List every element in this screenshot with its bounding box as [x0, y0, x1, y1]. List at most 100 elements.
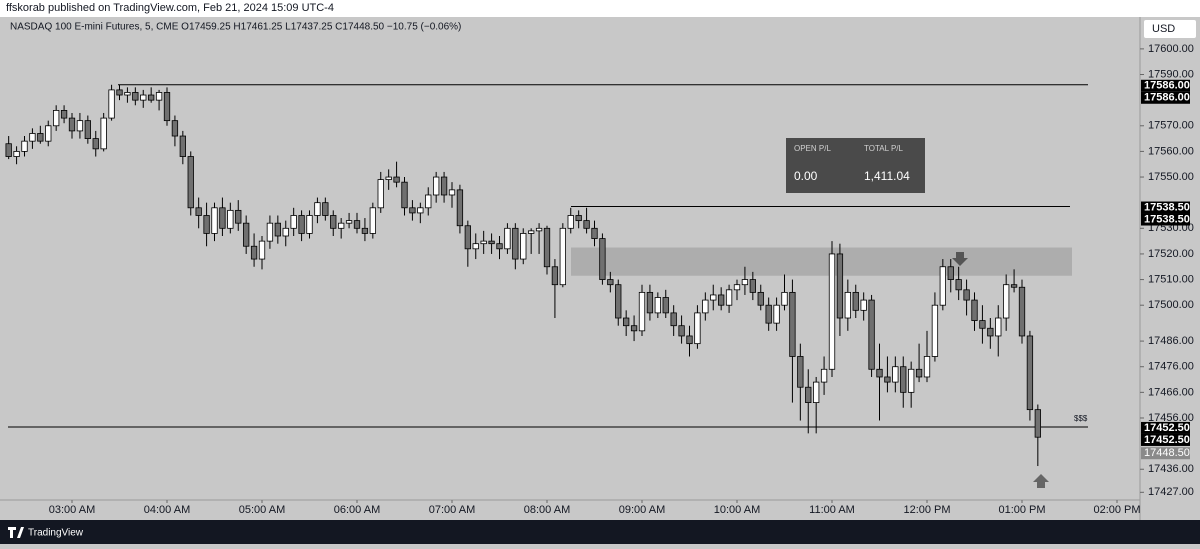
currency: USD	[1152, 23, 1175, 35]
candle-body	[686, 335, 693, 345]
candle-body	[1003, 284, 1010, 319]
candle-body	[124, 92, 131, 96]
candle-body	[258, 240, 266, 260]
candle-body	[148, 94, 155, 101]
candle-body	[187, 156, 194, 209]
candle-body	[528, 230, 535, 234]
candle-body	[219, 207, 226, 229]
pl-box	[786, 138, 925, 193]
candle-body	[211, 207, 218, 234]
candle-body	[1026, 335, 1034, 411]
candle-body	[599, 238, 606, 280]
candle-body	[250, 245, 258, 260]
candle-body	[947, 266, 954, 280]
candle-body	[607, 279, 614, 286]
candle-body	[504, 227, 511, 250]
price-tag-label: 17452.50	[1144, 422, 1190, 434]
candle-body	[409, 207, 416, 214]
candle-body	[385, 176, 392, 181]
candle-body	[852, 291, 859, 311]
published-text: ffskorab published on TradingView.com, F…	[6, 2, 334, 14]
candle-body	[551, 266, 559, 286]
candle-body	[84, 120, 91, 139]
price-tag	[1141, 91, 1190, 104]
x-tick-label: 05:00 AM	[239, 504, 285, 516]
candle-body	[314, 202, 321, 216]
pl-label: OPEN P/L	[794, 144, 831, 153]
candle-body	[820, 368, 828, 383]
candle-body	[908, 368, 915, 393]
x-tick-label: 03:00 AM	[49, 504, 95, 516]
price-tag-label: 17452.50	[1144, 434, 1190, 446]
candle-body	[757, 291, 764, 306]
candle-body	[369, 207, 376, 234]
candle-body	[76, 120, 84, 132]
candle-body	[900, 366, 907, 393]
candle-body	[583, 220, 590, 229]
candle-body	[163, 92, 171, 122]
candle-body	[92, 138, 99, 150]
candle-body	[21, 140, 28, 152]
footer	[0, 520, 1200, 544]
candle-body	[884, 376, 891, 383]
candle-body	[844, 291, 851, 319]
candle-body	[615, 284, 622, 319]
y-tick-label: 17560.00	[1148, 145, 1194, 157]
candle-body	[868, 299, 875, 370]
candle-body	[520, 233, 527, 260]
candle-body	[393, 176, 400, 183]
candle-body	[931, 304, 939, 357]
candle-body	[243, 222, 250, 247]
candle-body	[876, 368, 883, 378]
candle-body	[266, 222, 274, 242]
candle-body	[702, 299, 709, 314]
candle-body	[5, 143, 12, 157]
price-tag	[1141, 201, 1190, 214]
pl-panel: OPEN P/L TOTAL P/L 0.00 1,411.04	[786, 138, 925, 193]
candle-body	[995, 317, 1002, 337]
candle-body	[330, 215, 337, 229]
price-tag	[1141, 433, 1190, 446]
pl-value: 0.00	[794, 169, 818, 183]
candle-body	[963, 289, 970, 301]
candle-body	[203, 215, 210, 234]
candle-body	[353, 220, 361, 229]
candle-body	[741, 279, 749, 286]
candle-body	[543, 227, 551, 268]
down-arrow	[952, 252, 968, 266]
candle-body	[725, 289, 733, 306]
currency-box	[1144, 20, 1196, 38]
candle-body	[1010, 284, 1018, 288]
candle-body	[630, 325, 638, 332]
candle-body	[828, 253, 836, 370]
price-tag-label: 17538.50	[1144, 213, 1190, 225]
y-tick-label: 17590.00	[1148, 68, 1194, 80]
candle-body	[971, 299, 978, 321]
candle-body	[132, 92, 139, 101]
candle-body	[464, 225, 471, 250]
candle-body	[53, 110, 60, 127]
candle-body	[623, 317, 630, 327]
candle-body	[290, 215, 297, 229]
candle-body	[155, 92, 163, 101]
zone	[571, 247, 1072, 276]
price-tag	[1141, 79, 1190, 92]
candle-body	[836, 253, 844, 319]
plot: $$$	[5, 84, 1088, 467]
y-tick-label: 17427.00	[1148, 486, 1194, 498]
candle-body	[425, 194, 432, 209]
candle-body	[591, 227, 598, 239]
y-tick-label: 17436.00	[1148, 463, 1194, 475]
pl-label: TOTAL P/L	[864, 144, 904, 153]
candle-body	[433, 176, 440, 196]
price-tag	[1141, 421, 1190, 434]
candle-body	[979, 320, 986, 329]
candle-body	[718, 294, 725, 306]
y-tick-label: 17510.00	[1148, 273, 1194, 285]
x-tick-label: 10:00 AM	[714, 504, 760, 516]
x-tick-label: 04:00 AM	[144, 504, 190, 516]
last-price-tag	[1141, 447, 1190, 460]
candle-body	[274, 222, 281, 237]
candle-body	[195, 207, 202, 216]
